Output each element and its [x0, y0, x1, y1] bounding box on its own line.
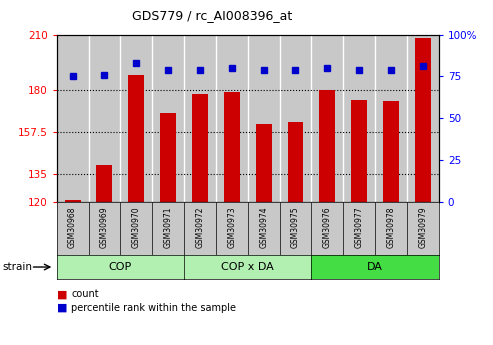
Bar	[216, 34, 247, 202]
Text: GSM30969: GSM30969	[100, 206, 109, 248]
Bar	[256, 124, 272, 202]
Bar	[351, 100, 367, 202]
Bar	[375, 34, 407, 202]
Text: DA: DA	[367, 262, 383, 272]
Bar	[89, 34, 120, 202]
Bar	[280, 34, 312, 202]
Bar	[247, 34, 280, 202]
Bar	[57, 34, 89, 202]
Text: GSM30972: GSM30972	[195, 206, 205, 248]
Bar	[383, 101, 399, 202]
Text: GSM30976: GSM30976	[323, 206, 332, 248]
Bar	[224, 92, 240, 202]
Text: GDS779 / rc_AI008396_at: GDS779 / rc_AI008396_at	[132, 9, 292, 22]
Text: GSM30977: GSM30977	[354, 206, 364, 248]
Bar	[97, 165, 112, 202]
Bar	[287, 122, 304, 202]
Bar	[319, 90, 335, 202]
Text: GSM30978: GSM30978	[387, 206, 395, 248]
Text: COP: COP	[109, 262, 132, 272]
Text: count: count	[71, 289, 99, 299]
Bar	[312, 34, 343, 202]
Bar	[128, 76, 144, 202]
Text: GSM30979: GSM30979	[419, 206, 427, 248]
Text: GSM30974: GSM30974	[259, 206, 268, 248]
Text: ■: ■	[57, 303, 67, 313]
Bar	[343, 34, 375, 202]
Text: GSM30973: GSM30973	[227, 206, 236, 248]
Bar	[407, 34, 439, 202]
Bar	[184, 34, 216, 202]
Text: GSM30971: GSM30971	[164, 206, 173, 248]
Bar	[160, 112, 176, 202]
Text: GSM30975: GSM30975	[291, 206, 300, 248]
Text: percentile rank within the sample: percentile rank within the sample	[71, 303, 237, 313]
Text: GSM30970: GSM30970	[132, 206, 141, 248]
Bar	[415, 38, 431, 202]
Text: COP x DA: COP x DA	[221, 262, 274, 272]
Bar	[65, 200, 80, 202]
Text: ■: ■	[57, 289, 67, 299]
Bar	[152, 34, 184, 202]
Bar	[120, 34, 152, 202]
Bar	[192, 94, 208, 202]
Text: strain: strain	[2, 262, 33, 272]
Text: GSM30968: GSM30968	[68, 206, 77, 248]
